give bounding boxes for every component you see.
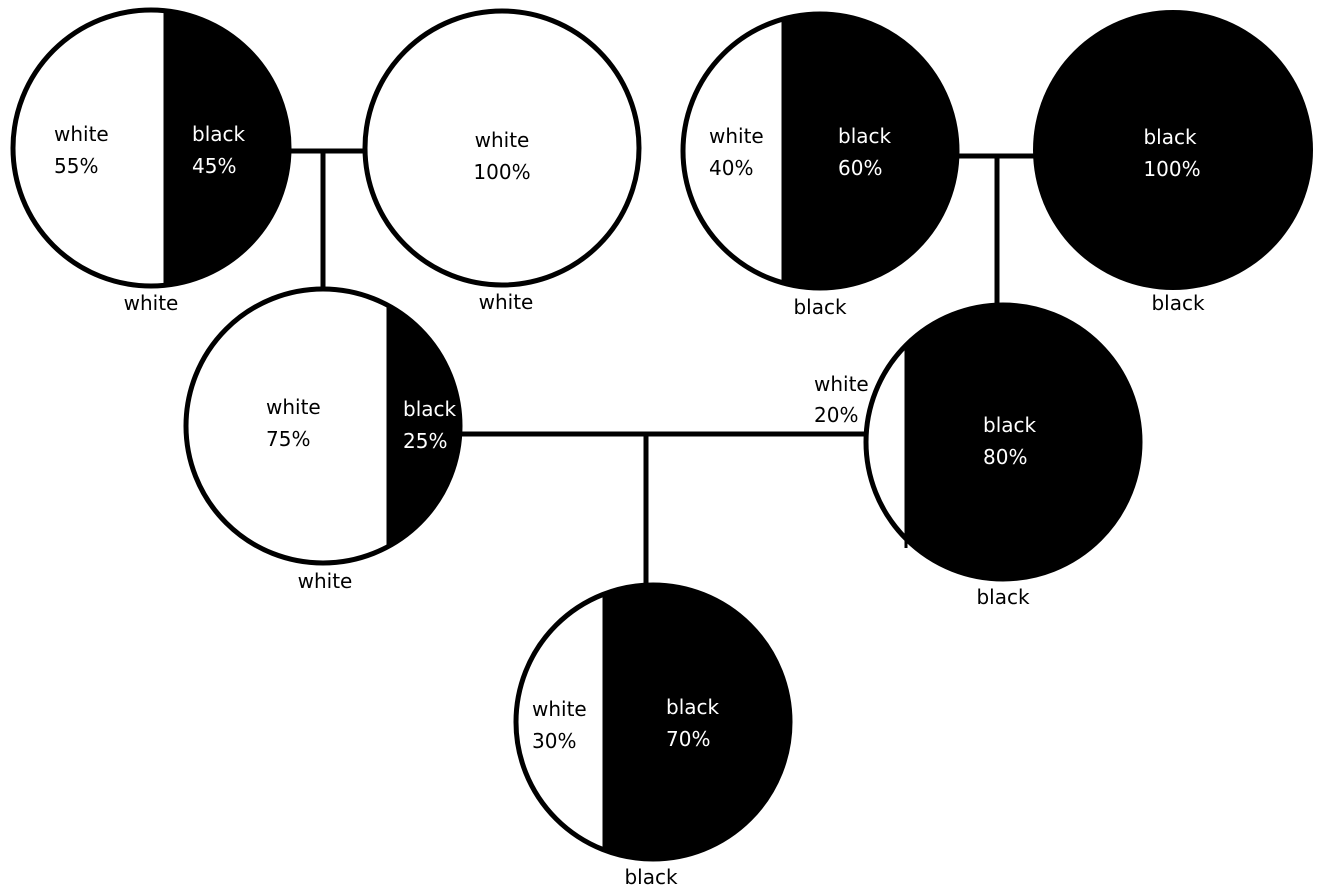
black-label: black xyxy=(838,124,892,148)
person-circle-gp1: white 55% black 45% white xyxy=(10,7,292,315)
connectors xyxy=(289,148,1036,588)
white-label: white xyxy=(266,395,321,419)
black-label: black xyxy=(1143,125,1197,149)
black-percent: 45% xyxy=(192,154,236,178)
person-outline xyxy=(513,582,793,862)
person-circle-gp2: white 100% white xyxy=(362,8,642,314)
black-percent: 25% xyxy=(403,429,447,453)
black-percent: 100% xyxy=(1143,157,1200,181)
black-label: black xyxy=(403,397,457,421)
white-percent: 20% xyxy=(814,403,858,427)
person-circle-p2: white 20% black 80% black xyxy=(814,302,1143,609)
white-label: white xyxy=(709,124,764,148)
black-portion xyxy=(906,305,1140,579)
person-circle-gp4: black 100% black xyxy=(1033,10,1313,315)
white-portion xyxy=(365,11,639,285)
white-percent: 55% xyxy=(54,154,98,178)
black-portion xyxy=(783,14,957,288)
white-percent: 40% xyxy=(709,156,753,180)
classification-label: black xyxy=(793,295,847,319)
black-label: black xyxy=(983,413,1037,437)
person-outline xyxy=(863,302,1143,582)
person-circle-child: white 30% black 70% black xyxy=(513,582,793,889)
black-label: black xyxy=(192,122,246,146)
black-percent: 70% xyxy=(666,727,710,751)
white-label: white xyxy=(814,372,869,396)
classification-label: white xyxy=(298,569,353,593)
black-percent: 80% xyxy=(983,445,1027,469)
person-outline xyxy=(10,7,292,289)
classification-label: black xyxy=(624,865,678,889)
classification-label: white xyxy=(124,291,179,315)
person-outline xyxy=(362,8,642,288)
classification-label: black xyxy=(976,585,1030,609)
classification-label: black xyxy=(1151,291,1205,315)
person-outline xyxy=(183,286,463,566)
black-percent: 60% xyxy=(838,156,882,180)
classification-label: white xyxy=(479,290,534,314)
white-label: white xyxy=(54,122,109,146)
white-percent: 30% xyxy=(532,729,576,753)
black-label: black xyxy=(666,695,720,719)
white-label: white xyxy=(532,697,587,721)
person-circle-gp3: white 40% black 60% black xyxy=(680,11,960,319)
person-outline xyxy=(680,11,960,291)
black-portion xyxy=(1033,10,1313,290)
white-percent: 100% xyxy=(473,160,530,184)
white-label: white xyxy=(475,128,530,152)
white-percent: 75% xyxy=(266,427,310,451)
